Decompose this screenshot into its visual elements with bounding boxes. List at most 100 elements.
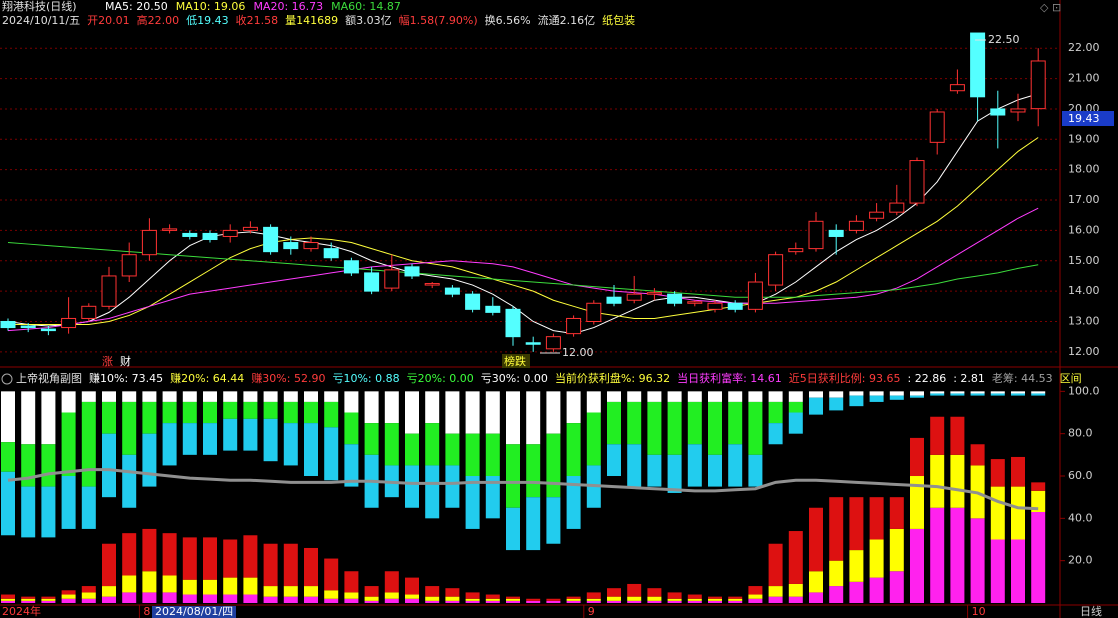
chip-bar <box>344 592 359 599</box>
chip-bar <box>728 401 743 445</box>
chip-bar <box>566 596 581 599</box>
quote-info: 高22.00 <box>137 13 180 27</box>
chip-bar <box>223 391 238 402</box>
chip-bar <box>465 476 480 529</box>
chip-bar <box>324 598 339 603</box>
cursor-label-box <box>152 606 236 618</box>
chip-bar <box>324 427 339 481</box>
chip-bar <box>647 391 662 402</box>
chip-bar <box>728 598 743 601</box>
chip-bar <box>667 598 682 601</box>
chip-bar <box>283 586 298 597</box>
chip-bar <box>142 391 157 402</box>
indicator-stat: 近5日获利比例: 93.65 <box>789 371 901 385</box>
candle-body <box>707 302 723 310</box>
candle-body <box>525 342 541 345</box>
chip-bar <box>162 533 177 576</box>
chip-line <box>7 468 1039 511</box>
quote-info: 额3.03亿 <box>345 14 392 27</box>
chip-bar <box>61 598 76 603</box>
chip-bar <box>142 592 157 603</box>
y-tick-label: 100.0 <box>1068 384 1100 397</box>
chip-bar <box>485 594 500 599</box>
chip-bar <box>465 598 480 601</box>
chip-bar <box>506 598 520 601</box>
y-tick-label: 21.00 <box>1068 72 1100 85</box>
chip-bar <box>889 395 904 400</box>
candle-body <box>788 248 804 253</box>
chip-bar <box>182 594 197 603</box>
candle-body <box>263 226 279 253</box>
chip-bar <box>81 586 96 593</box>
chip-bar <box>102 391 116 402</box>
cursor-label: 2024/08/01/四 <box>155 605 233 618</box>
chip-bar <box>384 592 399 599</box>
chip-bar <box>445 391 460 434</box>
chip-bar <box>889 571 904 603</box>
quote-info: 流通2.16亿 <box>538 13 596 27</box>
chip-bar <box>41 391 56 445</box>
chip-bar <box>788 401 803 413</box>
candle-body <box>182 232 198 237</box>
chip-bar <box>990 391 1005 394</box>
chip-bar <box>768 543 783 587</box>
chip-bar <box>627 391 642 402</box>
chip-bar <box>425 465 440 519</box>
chip-bar <box>708 598 722 601</box>
chip-bar <box>768 586 783 597</box>
candle-body <box>424 283 440 286</box>
quote-info: 幅1.58(7.90%) <box>399 14 478 27</box>
candle-body <box>566 317 582 335</box>
chip-bar <box>21 444 36 487</box>
legend-entry: MA10: 19.06 <box>176 0 246 13</box>
chip-bar <box>1011 486 1025 540</box>
y-tick-label: 15.00 <box>1068 254 1100 267</box>
chip-bar <box>162 592 177 603</box>
chip-bar <box>465 391 480 434</box>
chip-bar <box>203 537 217 580</box>
window-icon[interactable]: ◇ ⊡ <box>1040 1 1061 14</box>
chip-bar <box>182 579 197 595</box>
chip-bar <box>708 596 722 599</box>
chip-bar <box>930 507 945 603</box>
chip-bar <box>687 594 702 599</box>
chip-bar <box>526 444 541 498</box>
chip-bar <box>607 588 621 597</box>
chip-bar <box>364 586 379 597</box>
candle-body <box>0 320 16 329</box>
candle-body <box>323 248 339 259</box>
chip-bar <box>263 586 278 597</box>
chip-bar <box>809 397 823 415</box>
chip-bar <box>425 423 440 466</box>
chip-bar <box>728 391 743 402</box>
chip-bar <box>768 423 783 445</box>
chip-bar <box>21 391 36 445</box>
quote-info: 纸包装 <box>602 14 635 27</box>
candle-body <box>687 301 703 304</box>
chip-bar <box>324 391 339 402</box>
candle-body <box>242 226 258 231</box>
panel-icon <box>1 373 13 385</box>
indicator-stat: : 2.81 <box>953 372 985 385</box>
candle-body <box>747 281 763 310</box>
chip-bar <box>364 391 379 424</box>
chip-bar <box>283 543 298 587</box>
chip-bar <box>970 444 985 466</box>
chip-bar <box>788 596 803 603</box>
chip-bar <box>243 401 258 419</box>
chip-bar <box>81 401 96 487</box>
chip-bar <box>910 476 924 529</box>
chip-bar <box>748 594 763 599</box>
chip-bar <box>223 539 238 578</box>
chip-bar <box>485 476 500 519</box>
chip-bar <box>647 401 662 455</box>
chip-bar <box>243 535 258 578</box>
chip-bar <box>708 454 722 487</box>
candle-body <box>505 308 521 338</box>
chip-bar <box>485 391 500 434</box>
chip-bar <box>829 586 844 603</box>
candle-body <box>141 229 157 256</box>
chip-bar <box>566 423 581 477</box>
quote-info: 收21.58 <box>236 13 279 27</box>
